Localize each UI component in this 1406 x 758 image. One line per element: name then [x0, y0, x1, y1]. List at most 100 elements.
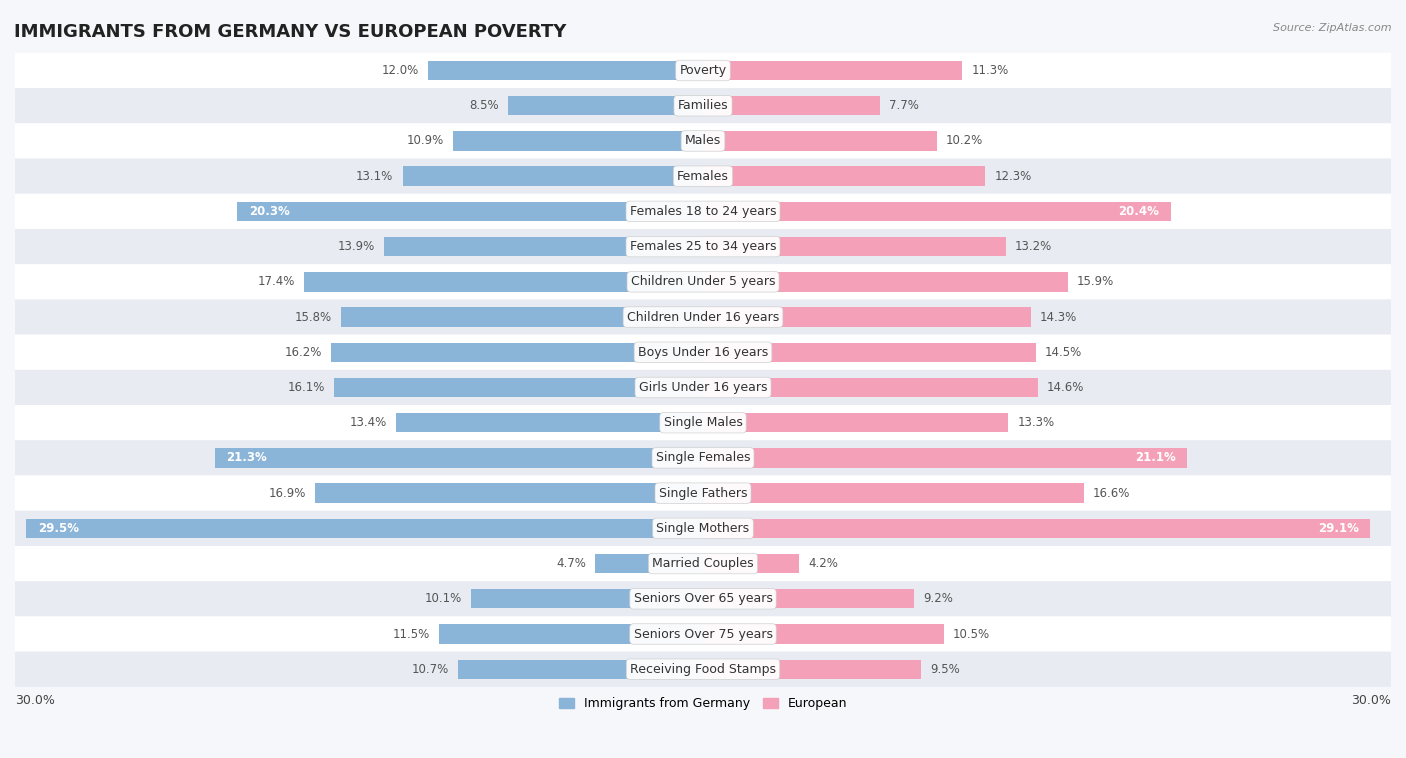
FancyBboxPatch shape — [15, 652, 1391, 687]
Bar — [703, 96, 880, 115]
Bar — [238, 202, 703, 221]
FancyBboxPatch shape — [15, 53, 1391, 88]
Text: Boys Under 16 years: Boys Under 16 years — [638, 346, 768, 359]
Text: 16.6%: 16.6% — [1092, 487, 1130, 500]
Bar — [332, 343, 703, 362]
Bar — [703, 61, 962, 80]
Text: Children Under 16 years: Children Under 16 years — [627, 311, 779, 324]
Text: 14.5%: 14.5% — [1045, 346, 1083, 359]
Text: 13.3%: 13.3% — [1017, 416, 1054, 429]
Text: 13.2%: 13.2% — [1015, 240, 1052, 253]
Text: Single Fathers: Single Fathers — [659, 487, 747, 500]
Text: 10.2%: 10.2% — [946, 134, 983, 148]
Text: Males: Males — [685, 134, 721, 148]
Text: 8.5%: 8.5% — [470, 99, 499, 112]
Text: 14.3%: 14.3% — [1040, 311, 1077, 324]
Text: 9.5%: 9.5% — [929, 662, 960, 675]
Bar — [453, 131, 703, 151]
Bar — [703, 202, 1171, 221]
Bar — [703, 237, 1005, 256]
Text: Females 18 to 24 years: Females 18 to 24 years — [630, 205, 776, 218]
Text: 29.5%: 29.5% — [38, 522, 79, 535]
Bar — [703, 307, 1031, 327]
Bar — [384, 237, 703, 256]
Bar — [703, 413, 1008, 432]
Text: 13.9%: 13.9% — [337, 240, 375, 253]
Text: 16.1%: 16.1% — [287, 381, 325, 394]
Bar — [402, 167, 703, 186]
Bar — [703, 518, 1371, 538]
Bar — [457, 659, 703, 679]
Bar — [703, 659, 921, 679]
Text: IMMIGRANTS FROM GERMANY VS EUROPEAN POVERTY: IMMIGRANTS FROM GERMANY VS EUROPEAN POVE… — [14, 23, 567, 41]
Text: 21.3%: 21.3% — [226, 452, 267, 465]
Text: Seniors Over 65 years: Seniors Over 65 years — [634, 592, 772, 606]
Text: Females 25 to 34 years: Females 25 to 34 years — [630, 240, 776, 253]
Text: 12.3%: 12.3% — [994, 170, 1032, 183]
Text: 30.0%: 30.0% — [15, 694, 55, 707]
Bar — [471, 589, 703, 609]
Text: 29.1%: 29.1% — [1317, 522, 1358, 535]
FancyBboxPatch shape — [15, 229, 1391, 265]
Text: 10.9%: 10.9% — [406, 134, 444, 148]
Text: 20.3%: 20.3% — [249, 205, 290, 218]
Text: Married Couples: Married Couples — [652, 557, 754, 570]
Text: Children Under 5 years: Children Under 5 years — [631, 275, 775, 288]
Text: Girls Under 16 years: Girls Under 16 years — [638, 381, 768, 394]
FancyBboxPatch shape — [15, 581, 1391, 616]
Text: Single Mothers: Single Mothers — [657, 522, 749, 535]
Text: 15.9%: 15.9% — [1077, 275, 1114, 288]
Text: 16.2%: 16.2% — [285, 346, 322, 359]
Text: Single Females: Single Females — [655, 452, 751, 465]
Bar — [703, 377, 1038, 397]
FancyBboxPatch shape — [15, 616, 1391, 652]
Text: 13.1%: 13.1% — [356, 170, 394, 183]
Bar — [439, 625, 703, 644]
FancyBboxPatch shape — [15, 370, 1391, 405]
Text: Source: ZipAtlas.com: Source: ZipAtlas.com — [1274, 23, 1392, 33]
FancyBboxPatch shape — [15, 405, 1391, 440]
Text: 12.0%: 12.0% — [381, 64, 419, 77]
Bar — [703, 131, 936, 151]
Text: 21.1%: 21.1% — [1135, 452, 1175, 465]
FancyBboxPatch shape — [15, 265, 1391, 299]
Bar — [27, 518, 703, 538]
Text: Receiving Food Stamps: Receiving Food Stamps — [630, 662, 776, 675]
Text: Seniors Over 75 years: Seniors Over 75 years — [634, 628, 772, 641]
Text: Poverty: Poverty — [679, 64, 727, 77]
Bar — [304, 272, 703, 292]
Bar — [508, 96, 703, 115]
Text: 11.5%: 11.5% — [392, 628, 430, 641]
FancyBboxPatch shape — [15, 88, 1391, 124]
Text: 9.2%: 9.2% — [924, 592, 953, 606]
Text: 17.4%: 17.4% — [257, 275, 295, 288]
Bar — [703, 554, 800, 573]
Bar — [703, 448, 1187, 468]
Text: 10.7%: 10.7% — [411, 662, 449, 675]
Bar — [315, 484, 703, 503]
Text: 11.3%: 11.3% — [972, 64, 1008, 77]
FancyBboxPatch shape — [15, 475, 1391, 511]
Bar — [703, 589, 914, 609]
Bar — [340, 307, 703, 327]
Bar — [395, 413, 703, 432]
FancyBboxPatch shape — [15, 546, 1391, 581]
Bar — [333, 377, 703, 397]
Text: 4.7%: 4.7% — [557, 557, 586, 570]
Bar — [215, 448, 703, 468]
Text: 10.1%: 10.1% — [425, 592, 463, 606]
FancyBboxPatch shape — [15, 158, 1391, 194]
Text: Females: Females — [678, 170, 728, 183]
FancyBboxPatch shape — [15, 334, 1391, 370]
FancyBboxPatch shape — [15, 511, 1391, 546]
Text: 16.9%: 16.9% — [269, 487, 307, 500]
Text: 10.5%: 10.5% — [953, 628, 990, 641]
Text: 20.4%: 20.4% — [1119, 205, 1160, 218]
FancyBboxPatch shape — [15, 299, 1391, 334]
Bar — [703, 167, 986, 186]
Text: 30.0%: 30.0% — [1351, 694, 1391, 707]
Bar — [595, 554, 703, 573]
Text: 13.4%: 13.4% — [349, 416, 387, 429]
Text: 14.6%: 14.6% — [1047, 381, 1084, 394]
Text: Families: Families — [678, 99, 728, 112]
